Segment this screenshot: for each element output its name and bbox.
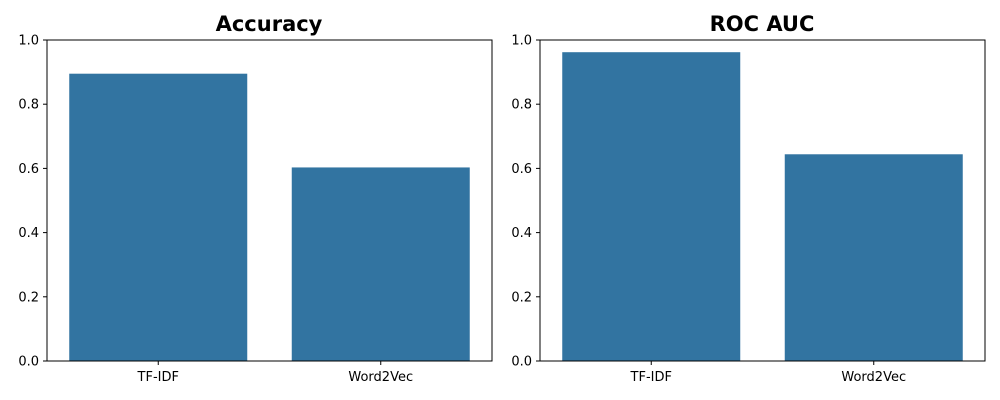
x-tick-label: Word2Vec (348, 370, 413, 385)
y-tick-label: 0.6 (18, 162, 39, 177)
y-tick-label: 0.8 (511, 98, 532, 113)
y-tick-label: 1.0 (18, 34, 39, 49)
y-tick-label: 1.0 (511, 34, 532, 49)
y-tick-label: 0.8 (18, 98, 39, 113)
x-tick-label: TF-IDF (137, 370, 179, 385)
y-tick-label: 0.2 (511, 290, 532, 305)
axes-frame (46, 39, 493, 362)
bar-tf-idf (69, 73, 248, 361)
bar-word2vec (291, 167, 470, 361)
x-tick-label: TF-IDF (630, 370, 672, 385)
chart-panel-accuracy: Accuracy 0.0 0.2 0.4 0.6 0.8 1.0 TF-IDF Word2Ve… (18, 12, 493, 385)
axes-frame (539, 39, 986, 362)
x-tick-label: Word2Vec (841, 370, 906, 385)
bar-word2vec (784, 154, 963, 361)
chart-title: Accuracy (216, 12, 323, 36)
y-tick-label: 0.0 (18, 355, 39, 370)
y-tick-label: 0.2 (18, 290, 39, 305)
y-tick-label: 0.0 (511, 355, 532, 370)
y-tick-label: 0.4 (18, 226, 39, 241)
y-tick-label: 0.6 (511, 162, 532, 177)
chart-panel-roc-auc: ROC AUC 0.0 0.2 0.4 0.6 0.8 1.0 TF-IDF Word2Vec (511, 12, 986, 385)
bar-tf-idf (562, 52, 741, 361)
chart-title: ROC AUC (710, 12, 815, 36)
y-tick-label: 0.4 (511, 226, 532, 241)
